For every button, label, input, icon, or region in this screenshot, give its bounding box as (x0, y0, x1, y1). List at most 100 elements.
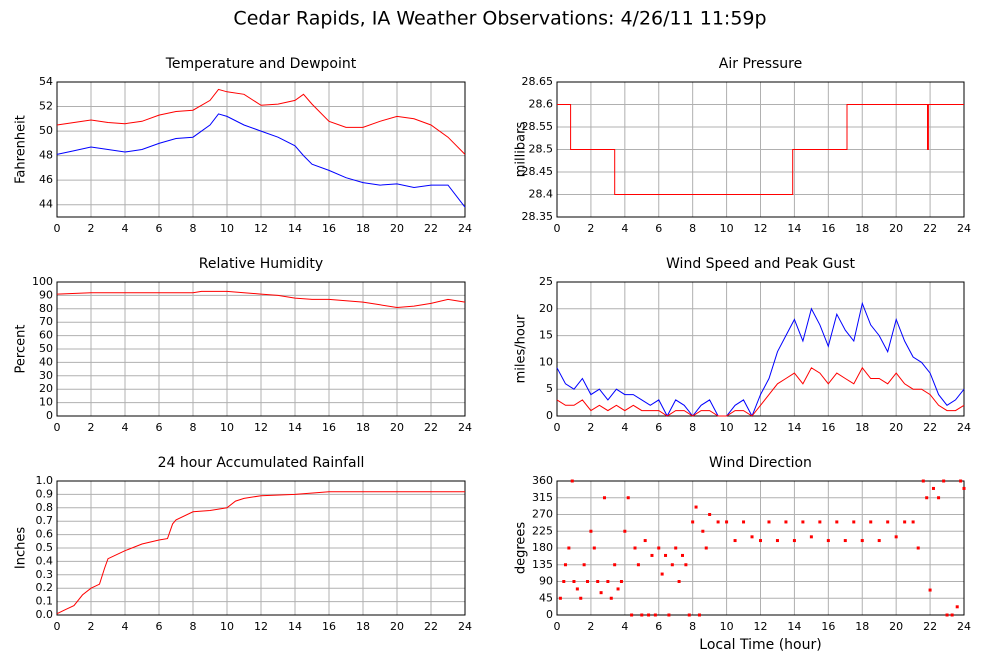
point (742, 520, 746, 524)
plot-frame (56, 81, 466, 218)
y-tick-label: 90 (39, 288, 53, 301)
y-tick-label: 28.35 (522, 210, 554, 223)
point (606, 580, 610, 583)
point (579, 596, 583, 600)
x-axis-label: Local Time (hour) (699, 637, 821, 653)
point (586, 580, 590, 583)
x-tick-label: 2 (88, 620, 95, 633)
y-tick-label: 0.1 (36, 595, 54, 608)
x-tick-label: 6 (156, 620, 163, 633)
series-line (556, 301, 965, 418)
y-axis-label: Percent (14, 325, 29, 374)
x-tick-label: 8 (190, 620, 197, 633)
y-axis-label: Inches (14, 527, 29, 569)
x-tick-label: 0 (554, 222, 561, 235)
point (570, 479, 574, 483)
x-tick-label: 4 (122, 222, 129, 235)
y-tick-label: 180 (532, 541, 553, 554)
plot-frame (556, 81, 965, 218)
y-tick-label: 100 (32, 275, 53, 288)
point (925, 496, 929, 500)
point (613, 563, 617, 567)
y-tick-label: 0.0 (36, 608, 54, 621)
point (697, 613, 701, 617)
point (602, 496, 606, 500)
y-tick-label: 60 (39, 329, 53, 342)
y-axis-label: Fahrenheit (14, 115, 29, 184)
y-tick-label: 270 (532, 508, 553, 521)
x-tick-label: 18 (855, 421, 869, 434)
x-tick-label: 18 (356, 421, 370, 434)
x-tick-label: 12 (254, 620, 268, 633)
point (582, 563, 586, 567)
y-tick-label: 45 (539, 591, 553, 604)
point (725, 520, 729, 524)
y-tick-label: 0.6 (36, 528, 54, 541)
y-tick-label: 28.55 (522, 120, 554, 133)
point (767, 520, 771, 524)
point (708, 513, 712, 516)
x-tick-label: 14 (288, 222, 302, 235)
x-tick-label: 8 (190, 222, 197, 235)
point (640, 613, 644, 617)
y-axis-label: miles/hour (514, 314, 529, 383)
y-axis-label: millibars (514, 122, 529, 178)
point (592, 546, 596, 550)
y-tick-label: 15 (539, 329, 553, 342)
x-tick-label: 4 (621, 222, 628, 235)
x-tick-label: 14 (288, 421, 302, 434)
x-tick-label: 0 (54, 421, 61, 434)
point (653, 613, 657, 617)
y-tick-label: 10 (39, 396, 53, 409)
x-tick-label: 14 (787, 620, 801, 633)
point (616, 587, 620, 591)
y-tick-label: 50 (39, 124, 53, 137)
y-tick-label: 0.8 (36, 501, 54, 514)
x-tick-label: 18 (855, 222, 869, 235)
x-tick-label: 22 (923, 421, 937, 434)
x-tick-label: 14 (787, 421, 801, 434)
y-axis-label: degrees (514, 522, 529, 575)
y-tick-label: 225 (532, 524, 553, 537)
y-tick-label: 0 (46, 409, 53, 422)
x-tick-label: 16 (821, 222, 835, 235)
y-tick-label: 0.5 (36, 541, 54, 554)
y-tick-label: 54 (39, 75, 53, 88)
series-line (557, 104, 964, 195)
point (630, 613, 634, 617)
x-tick-label: 10 (220, 421, 234, 434)
x-tick-label: 6 (156, 421, 163, 434)
point (647, 613, 651, 617)
point (835, 520, 839, 524)
x-tick-label: 24 (458, 222, 472, 235)
point (589, 529, 593, 533)
point (572, 580, 576, 583)
x-tick-label: 12 (254, 421, 268, 434)
x-tick-label: 0 (54, 620, 61, 633)
point (674, 546, 678, 550)
plot-frame (556, 480, 965, 616)
x-tick-label: 2 (587, 222, 594, 235)
point (733, 539, 737, 543)
y-tick-label: 44 (39, 198, 53, 211)
point (650, 553, 654, 557)
x-tick-label: 2 (587, 421, 594, 434)
point (818, 520, 822, 524)
point (558, 596, 562, 600)
page-title: Cedar Rapids, IA Weather Observations: 4… (233, 8, 766, 30)
point (942, 479, 946, 483)
y-tick-label: 25 (539, 275, 553, 288)
y-tick-label: 0 (546, 608, 553, 621)
point (704, 546, 708, 550)
point (928, 588, 932, 592)
point (619, 580, 623, 583)
point (596, 580, 600, 583)
point (955, 605, 959, 609)
y-tick-label: 5 (546, 382, 553, 395)
x-tick-label: 8 (689, 421, 696, 434)
point (667, 613, 671, 617)
x-tick-label: 2 (587, 620, 594, 633)
x-tick-label: 20 (390, 620, 404, 633)
y-tick-label: 20 (39, 382, 53, 395)
series-line (56, 113, 466, 208)
